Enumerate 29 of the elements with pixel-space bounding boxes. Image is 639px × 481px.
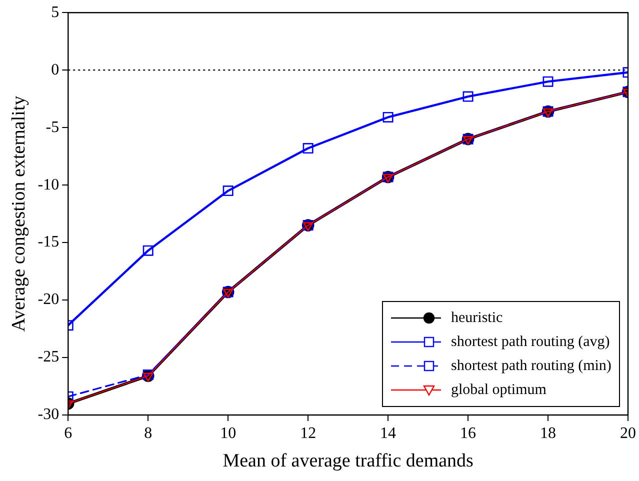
x-tick-label: 10 bbox=[220, 424, 236, 442]
point bbox=[143, 372, 154, 382]
legend-label: global optimum bbox=[451, 382, 546, 398]
y-tick-label: -10 bbox=[38, 176, 60, 194]
point bbox=[382, 112, 394, 122]
y-tick-label: 0 bbox=[51, 61, 60, 78]
y-tick-label: 5 bbox=[51, 4, 60, 21]
point bbox=[302, 143, 314, 154]
x-axis-title: Mean of average traffic demands bbox=[222, 450, 474, 472]
y-tick-label: -25 bbox=[38, 348, 60, 366]
x-tick-label: 8 bbox=[144, 424, 152, 442]
legend-label: heuristic bbox=[451, 310, 503, 326]
x-tick-label: 18 bbox=[540, 424, 556, 442]
x-tick-label: 12 bbox=[300, 424, 316, 442]
y-axis-title: Average congestion externality bbox=[8, 95, 30, 332]
x-tick-label: 6 bbox=[64, 424, 72, 442]
x-tick-label: 14 bbox=[380, 424, 396, 442]
point bbox=[142, 245, 154, 256]
y-tick-label: -5 bbox=[46, 118, 60, 136]
x-tick-label: 20 bbox=[620, 424, 636, 442]
legend-label: shortest path routing (min) bbox=[451, 358, 612, 374]
legend-label: shortest path routing (avg) bbox=[451, 334, 610, 350]
point bbox=[462, 91, 474, 102]
x-tick-label: 16 bbox=[460, 424, 476, 442]
y-tick-label: -15 bbox=[38, 234, 60, 251]
point bbox=[222, 186, 234, 196]
y-tick-label: -30 bbox=[38, 406, 60, 424]
point bbox=[542, 76, 554, 87]
y-tick-label: -20 bbox=[38, 291, 60, 308]
